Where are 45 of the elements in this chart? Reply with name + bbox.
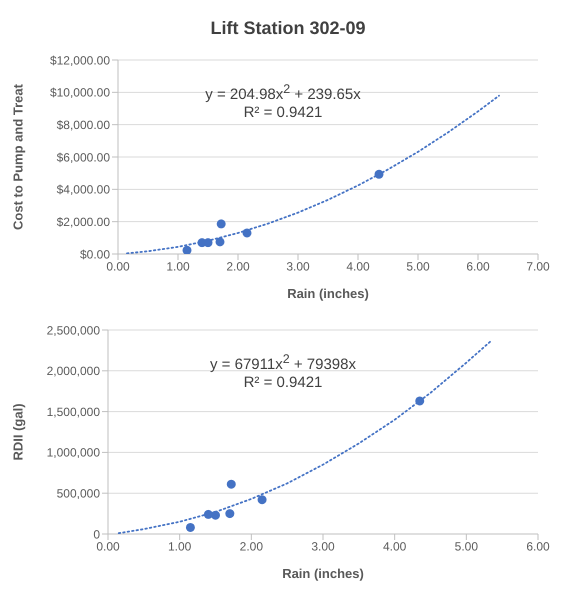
x-tick-label: 5.00 [454, 540, 478, 554]
line-series [118, 340, 492, 534]
x-tick-label: 3.00 [311, 540, 335, 554]
annotation: R² = 0.9421 [242, 374, 324, 391]
y-tick-label: $12,000.00 [50, 53, 110, 68]
y-tick-label: $2,000.00 [56, 214, 110, 229]
chart-title: Lift Station 302-09 [209, 18, 367, 39]
x-tick-label: 0.00 [96, 540, 120, 554]
y-tick-label: 2,000,000 [46, 364, 100, 378]
x-tick-label: 5.00 [406, 260, 430, 274]
x-tick-label: 6.00 [466, 260, 490, 274]
annotation: y = 67911x$^{2}$ + 79398x [209, 352, 357, 373]
y-tick-label: 1,000,000 [46, 446, 100, 460]
x-tick-label: 4.00 [346, 260, 370, 274]
y-axis-title: Cost to Pump and Treat [10, 83, 26, 230]
y-tick-label: 0 [93, 527, 100, 542]
x-tick-label: 2.00 [240, 540, 264, 554]
x-tick-label: 1.00 [168, 540, 192, 554]
annotation: R² = 0.9421 [242, 104, 324, 121]
x-axis-title: Rain (inches) [287, 286, 369, 301]
point [216, 219, 226, 228]
y-tick-label: 2,500,000 [46, 323, 100, 338]
point [225, 509, 234, 518]
y-axis-title: RDII (gal) [10, 403, 26, 461]
x-tick-label: 0.00 [106, 260, 130, 274]
point [258, 495, 267, 504]
x-tick-label: 4.00 [382, 540, 407, 554]
x-tick-label: 2.00 [226, 260, 250, 274]
x-axis-title: Rain (inches) [282, 566, 364, 581]
point [186, 522, 195, 532]
point [216, 237, 224, 246]
y-tick-label: $8,000.00 [56, 118, 110, 132]
y-tick-label: $6,000.00 [56, 150, 110, 164]
y-tick-label: 500,000 [56, 486, 100, 500]
x-tick-label: 6.00 [526, 540, 550, 554]
point [226, 480, 236, 489]
x-tick-label: 3.00 [286, 260, 310, 274]
y-tick-label: $4,000.00 [56, 182, 110, 197]
y-tick-label: $0.00 [80, 247, 110, 262]
y-tick-label: 1,500,000 [46, 404, 100, 419]
x-tick-label: 1.00 [166, 260, 190, 274]
point [182, 246, 192, 254]
annotation: y = 204.98x$^{2}$ + 239.65x [204, 82, 362, 103]
y-tick-label: $10,000.00 [50, 86, 110, 100]
x-tick-label: 7.00 [526, 260, 550, 274]
